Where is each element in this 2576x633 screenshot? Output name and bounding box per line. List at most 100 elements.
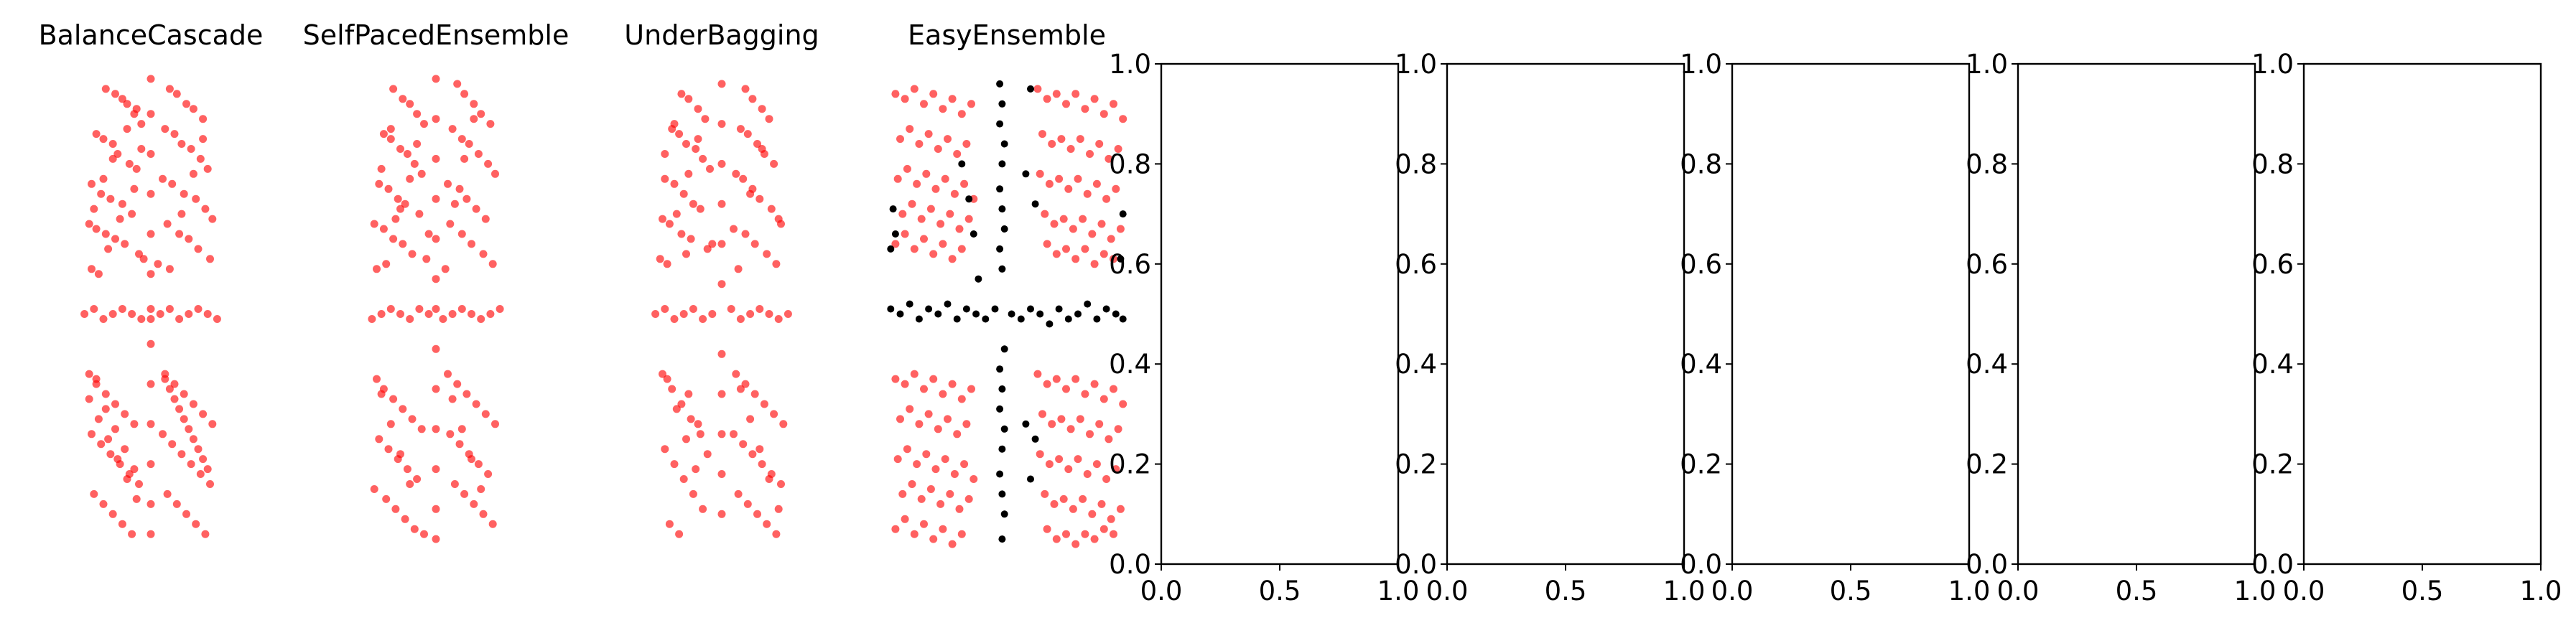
data-point-series-2 (1000, 425, 1008, 433)
data-point-series-1 (432, 275, 440, 283)
data-point-series-1 (128, 530, 136, 538)
data-point-series-1 (165, 85, 174, 93)
data-point-series-1 (668, 385, 676, 393)
data-point-series-1 (1099, 250, 1108, 258)
data-point-series-1 (920, 385, 928, 393)
data-point-series-1 (130, 184, 139, 193)
y-tick-label: 0.6 (1966, 249, 2008, 280)
data-point-series-1 (199, 410, 208, 418)
data-point-series-1 (970, 475, 978, 483)
data-point-series-1 (1105, 435, 1113, 444)
data-point-series-1 (161, 125, 169, 133)
data-point-series-1 (147, 110, 155, 118)
data-point-series-1 (457, 230, 466, 238)
data-point-series-1 (901, 515, 909, 523)
data-point-series-1 (758, 145, 766, 153)
data-point-series-2 (975, 275, 982, 283)
data-point-series-1 (384, 184, 393, 193)
data-point-series-1 (108, 154, 117, 163)
data-point-series-1 (444, 370, 452, 378)
data-point-series-1 (111, 425, 119, 433)
data-point-series-1 (1045, 460, 1054, 469)
data-point-series-1 (201, 530, 210, 538)
data-point-series-1 (154, 260, 162, 268)
data-point-series-1 (432, 154, 440, 163)
data-point-series-1 (453, 80, 462, 88)
data-point-series-1 (1079, 494, 1087, 503)
data-point-series-1 (135, 480, 143, 488)
data-point-series-2 (1093, 315, 1101, 323)
data-point-series-1 (703, 450, 712, 459)
data-point-series-1 (941, 455, 949, 464)
data-point-series-1 (468, 310, 475, 318)
data-point-series-1 (101, 405, 110, 413)
data-point-series-1 (147, 420, 155, 428)
data-point-series-1 (410, 159, 419, 168)
data-point-series-1 (161, 375, 169, 383)
data-point-series-1 (408, 415, 417, 423)
y-tick-label: 0.8 (1109, 149, 1151, 179)
data-point-series-1 (192, 194, 200, 203)
data-point-series-1 (175, 405, 184, 413)
data-point-series-1 (147, 150, 155, 158)
data-point-series-1 (468, 240, 475, 248)
data-point-series-2 (1046, 320, 1054, 328)
data-point-series-1 (386, 305, 395, 313)
data-point-series-1 (948, 255, 957, 263)
data-point-series-2 (998, 535, 1006, 543)
data-point-series-1 (1074, 174, 1082, 183)
data-point-series-1 (460, 154, 469, 163)
data-point-series-1 (470, 115, 478, 123)
data-point-series-1 (962, 140, 971, 148)
data-point-series-1 (1059, 494, 1068, 503)
data-point-series-2 (970, 230, 977, 238)
data-point-series-2 (998, 100, 1006, 108)
data-point-series-1 (99, 135, 108, 144)
data-point-series-1 (677, 400, 686, 408)
data-point-series-1 (424, 310, 433, 318)
data-point-series-1 (118, 200, 126, 208)
data-point-series-1 (917, 215, 926, 223)
data-point-series-1 (206, 255, 214, 263)
data-point-series-1 (401, 515, 409, 523)
data-point-series-1 (106, 194, 115, 203)
data-point-series-1 (1095, 420, 1104, 428)
data-point-series-1 (682, 435, 690, 444)
data-point-series-1 (939, 105, 947, 113)
data-point-series-1 (953, 430, 962, 439)
data-point-series-1 (1110, 385, 1117, 393)
subplot-3: UnderBagging (624, 19, 819, 538)
data-point-series-2 (1055, 305, 1063, 313)
data-point-series-1 (410, 525, 419, 533)
y-tick-label: 0.6 (1395, 249, 1437, 280)
data-point-series-1 (1081, 105, 1089, 113)
data-point-series-1 (121, 240, 129, 248)
data-point-series-1 (90, 305, 98, 313)
data-point-series-1 (663, 260, 671, 268)
data-point-series-1 (406, 100, 414, 108)
data-point-series-1 (763, 520, 771, 528)
data-point-series-1 (432, 385, 440, 393)
data-point-series-1 (665, 520, 674, 528)
data-point-series-1 (377, 310, 386, 318)
data-point-series-1 (432, 75, 440, 83)
data-point-series-1 (901, 95, 909, 103)
data-point-series-1 (448, 395, 457, 403)
data-point-series-1 (748, 95, 757, 103)
data-point-series-1 (748, 450, 757, 459)
data-point-series-1 (908, 200, 916, 208)
data-point-series-1 (432, 305, 440, 313)
data-point-series-1 (196, 470, 205, 478)
data-point-series-1 (672, 210, 681, 218)
data-point-series-1 (1038, 410, 1046, 418)
subplot-title: SelfPacedEnsemble (303, 19, 569, 51)
data-point-series-1 (901, 230, 909, 238)
data-point-series-1 (734, 265, 743, 273)
x-tick-label: 0.0 (1711, 576, 1754, 606)
data-point-series-1 (97, 189, 106, 198)
data-point-series-1 (424, 230, 433, 238)
data-point-series-1 (481, 215, 490, 223)
data-point-series-1 (741, 85, 750, 93)
data-point-series-2 (953, 315, 961, 323)
